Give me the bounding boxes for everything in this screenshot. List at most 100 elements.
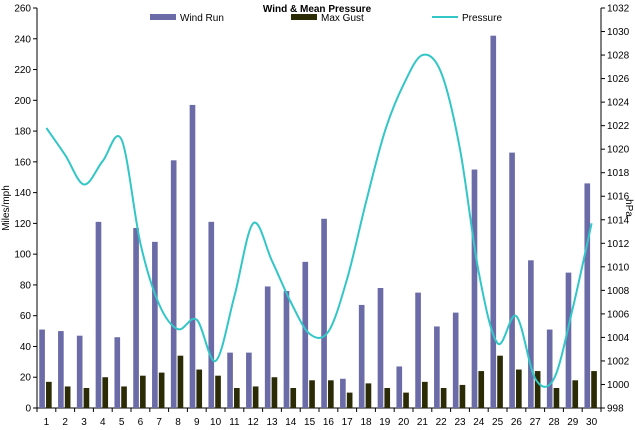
y2-tick-label: 1016 xyxy=(607,192,630,203)
bar-max-gust xyxy=(46,381,52,408)
bar-max-gust xyxy=(234,388,240,408)
y-tick-label: 180 xyxy=(14,127,31,138)
bar-wind-run xyxy=(227,352,233,408)
x-tick-label: 22 xyxy=(436,417,448,428)
x-tick-label: 6 xyxy=(138,417,144,428)
bar-max-gust xyxy=(83,388,90,408)
bar-max-gust xyxy=(102,377,109,408)
x-tick-label: 13 xyxy=(266,417,278,428)
x-tick-label: 19 xyxy=(379,417,391,428)
chart-title: Wind & Mean Pressure xyxy=(263,4,372,15)
bar-max-gust xyxy=(534,371,541,408)
x-tick-label: 4 xyxy=(100,417,106,428)
x-tick-label: 27 xyxy=(530,417,542,428)
y2-tick-label: 1030 xyxy=(607,27,630,38)
bar-wind-run xyxy=(283,291,290,408)
bar-max-gust xyxy=(459,384,466,408)
x-tick-label: 3 xyxy=(81,417,87,428)
x-tick-label: 9 xyxy=(194,417,200,428)
y2-tick-label: 1024 xyxy=(607,98,630,109)
y2-tick-label: 1004 xyxy=(607,333,630,344)
x-tick-label: 24 xyxy=(473,417,485,428)
bar-max-gust xyxy=(64,386,71,408)
bar-max-gust xyxy=(252,386,259,408)
bar-wind-run xyxy=(490,35,497,408)
legend-swatch-max-gust xyxy=(291,14,317,20)
x-tick-label: 14 xyxy=(285,417,297,428)
bar-max-gust xyxy=(140,375,146,408)
bar-wind-run xyxy=(133,228,139,408)
bar-wind-run xyxy=(39,329,45,408)
y-tick-label: 100 xyxy=(14,250,31,261)
x-tick-label: 5 xyxy=(119,417,125,428)
legend-label-max-gust: Max Gust xyxy=(321,13,364,24)
bar-wind-run xyxy=(340,378,346,408)
x-tick-label: 10 xyxy=(210,417,222,428)
x-tick-label: 2 xyxy=(62,417,68,428)
x-tick-label: 21 xyxy=(417,417,429,428)
bar-wind-run xyxy=(358,304,365,408)
bar-wind-run xyxy=(302,261,309,408)
y2-tick-label: 1002 xyxy=(607,356,630,367)
bar-wind-run xyxy=(377,288,384,408)
bar-max-gust xyxy=(591,371,597,408)
x-tick-label: 28 xyxy=(548,417,560,428)
bar-wind-run xyxy=(152,241,158,408)
bar-wind-run xyxy=(452,312,459,408)
y-tick-label: 160 xyxy=(14,157,31,168)
bar-wind-run xyxy=(95,221,102,408)
y2-tick-label: 1028 xyxy=(607,51,630,62)
y2-tick-label: 1032 xyxy=(607,4,630,15)
bar-wind-run xyxy=(246,352,252,408)
y2-tick-label: 1026 xyxy=(607,74,630,85)
y2-tick-label: 1020 xyxy=(607,145,630,156)
y-tick-label: 140 xyxy=(14,188,31,199)
x-tick-label: 29 xyxy=(567,417,579,428)
y2-axis-label: hPa xyxy=(623,199,634,217)
bar-max-gust xyxy=(290,388,297,408)
y2-tick-label: 1018 xyxy=(607,168,630,179)
x-tick-label: 30 xyxy=(586,417,598,428)
bar-wind-run xyxy=(208,221,215,408)
bar-wind-run xyxy=(415,292,421,408)
bar-max-gust xyxy=(422,381,428,408)
bar-wind-run xyxy=(396,366,403,408)
x-tick-label: 17 xyxy=(342,417,354,428)
legend-label-wind-run: Wind Run xyxy=(180,13,224,24)
y-tick-label: 220 xyxy=(14,65,31,76)
x-tick-label: 1 xyxy=(44,417,50,428)
bar-max-gust xyxy=(365,383,372,408)
bar-max-gust xyxy=(516,369,522,408)
x-tick-label: 8 xyxy=(175,417,181,428)
bar-wind-run xyxy=(189,104,196,408)
y2-tick-label: 1012 xyxy=(607,239,630,250)
bar-wind-run xyxy=(434,326,440,408)
y-tick-label: 240 xyxy=(14,34,31,45)
y-tick-label: 40 xyxy=(20,342,32,353)
bar-wind-run xyxy=(321,218,327,408)
bar-wind-run xyxy=(584,183,591,408)
bar-max-gust xyxy=(384,388,391,408)
bar-wind-run xyxy=(528,260,534,408)
y-tick-label: 20 xyxy=(20,373,32,384)
bar-max-gust xyxy=(553,388,560,408)
bar-wind-run xyxy=(58,331,64,408)
bar-max-gust xyxy=(177,355,184,408)
bar-wind-run xyxy=(509,152,515,408)
bar-max-gust xyxy=(215,375,221,408)
bar-wind-run xyxy=(76,335,83,408)
y-tick-label: 60 xyxy=(20,311,32,322)
y-axis-label: Miles/mph xyxy=(1,185,12,231)
y2-tick-label: 1022 xyxy=(607,121,630,132)
bar-wind-run xyxy=(264,286,271,408)
bar-wind-run xyxy=(170,160,177,408)
y2-tick-label: 1008 xyxy=(607,286,630,297)
plot-area: 0204060801001201401601802002202402609981… xyxy=(14,4,629,429)
y-tick-label: 260 xyxy=(14,4,31,15)
bar-wind-run xyxy=(471,169,478,408)
bar-max-gust xyxy=(328,380,334,408)
line-pressure xyxy=(45,53,593,388)
bar-max-gust xyxy=(572,380,579,408)
bar-max-gust xyxy=(121,386,127,408)
bar-max-gust xyxy=(158,372,165,408)
